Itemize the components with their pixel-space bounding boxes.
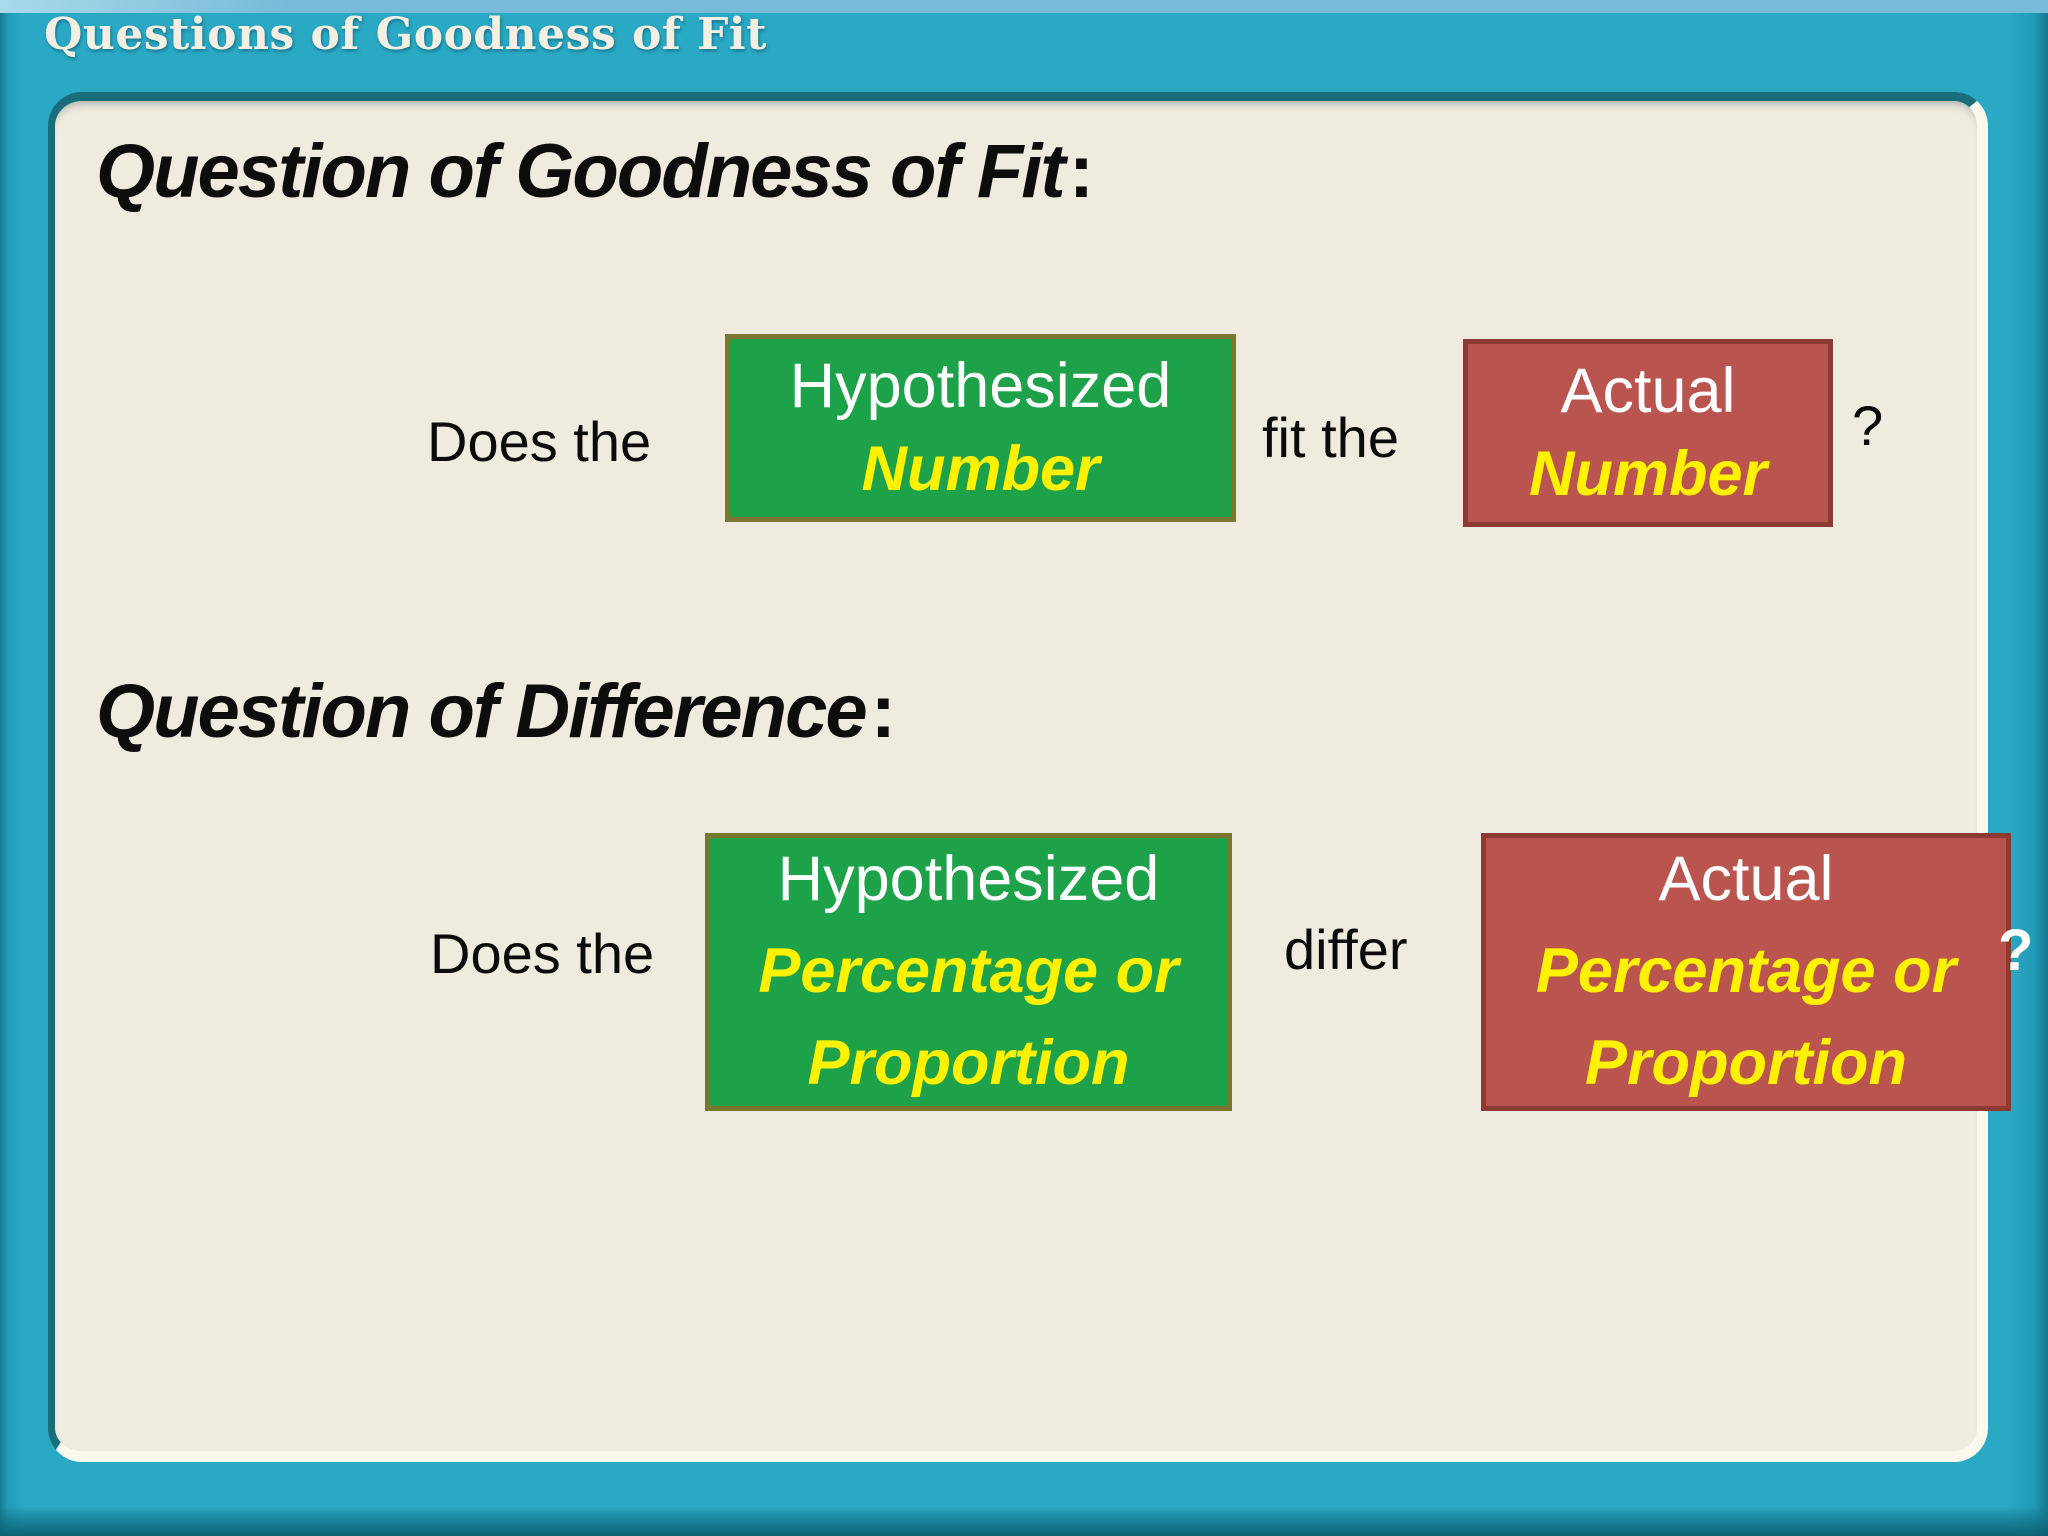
lead-text-goodness: Does the (427, 410, 652, 473)
right-edge-shade (2034, 0, 2048, 1536)
heading-difference-text: Question of Difference (96, 669, 868, 754)
heading-goodness-of-fit-text: Question of Goodness of Fit (96, 129, 1066, 214)
box-line-percentage-or: Percentage or (758, 936, 1179, 1007)
question-mark-goodness: ? (1852, 394, 1884, 457)
box-line-percentage-or: Percentage or (1535, 936, 1957, 1007)
connector-text-differ: differ (1284, 918, 1408, 981)
connector-text-fit-the: fit the (1262, 406, 1399, 469)
bottom-edge-strip (0, 1506, 2048, 1536)
box-line-proportion: Proportion (1585, 1027, 1907, 1098)
hypothesized-number-box: Hypothesized Number (725, 334, 1236, 522)
content-panel (48, 92, 1988, 1462)
box-line-number: Number (861, 434, 1100, 504)
heading-colon: : (1068, 129, 1094, 214)
heading-goodness-of-fit: Question of Goodness of Fit: (96, 128, 1094, 215)
box-line-hypothesized: Hypothesized (789, 350, 1172, 421)
box-line-hypothesized: Hypothesized (777, 844, 1160, 915)
heading-colon: : (870, 669, 896, 754)
heading-difference: Question of Difference: (96, 668, 896, 755)
top-edge-strip (0, 0, 2048, 13)
slide-title: Questions of Goodness of Fit (44, 9, 767, 60)
box-line-actual: Actual (1560, 355, 1736, 426)
actual-number-box: Actual Number (1463, 339, 1833, 527)
hypothesized-proportion-box: Hypothesized Percentage or Proportion (705, 833, 1232, 1111)
left-edge-shade (0, 0, 8, 1536)
lead-text-difference: Does the (430, 922, 655, 985)
box-line-proportion: Proportion (807, 1027, 1130, 1098)
box-line-actual: Actual (1658, 844, 1834, 915)
actual-proportion-box: Actual Percentage or Proportion (1481, 833, 2011, 1111)
box-line-number: Number (1528, 439, 1768, 509)
question-mark-difference: ? (1998, 918, 2034, 983)
